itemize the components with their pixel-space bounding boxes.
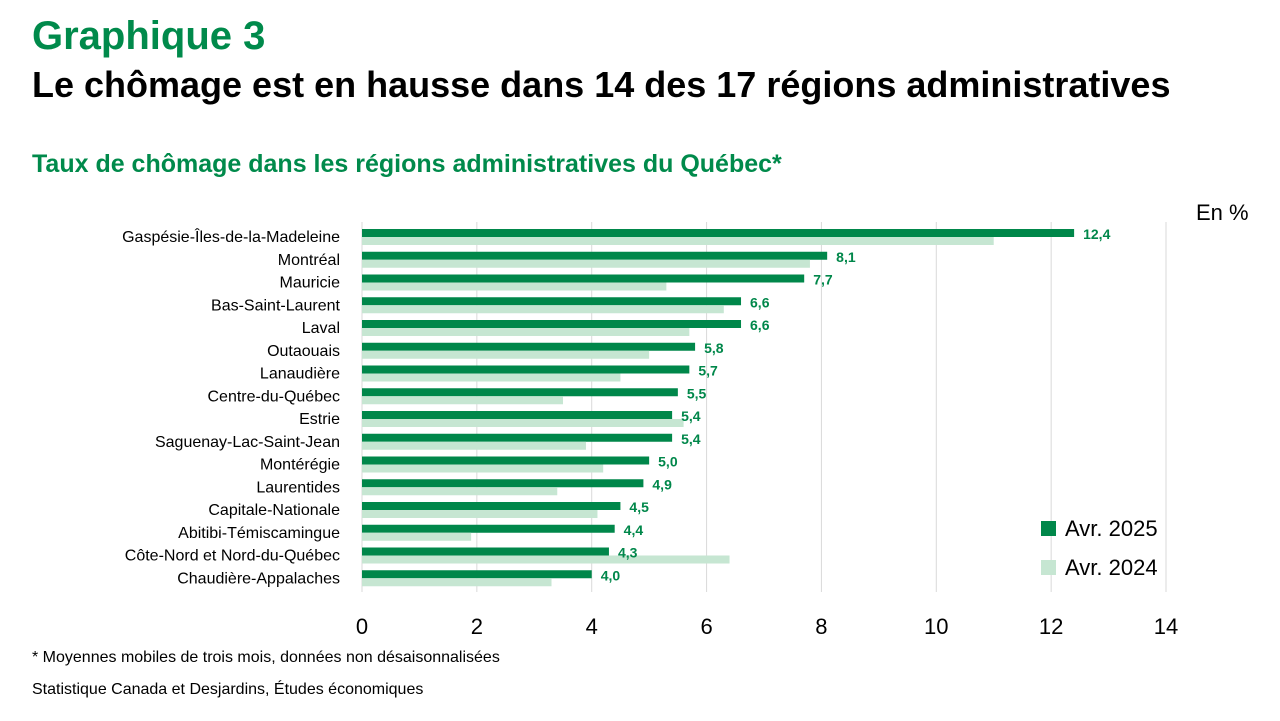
data-label: 4,3 (618, 545, 638, 561)
x-tick-label: 14 (1154, 614, 1178, 639)
bar-2025 (362, 365, 690, 374)
data-label: 6,6 (750, 294, 770, 310)
bar-2024 (362, 328, 690, 336)
bar-2024 (362, 419, 684, 427)
data-label: 4,9 (652, 476, 672, 492)
bar-2025 (362, 433, 673, 442)
category-label: Outaouais (267, 343, 340, 360)
data-label: 8,1 (836, 249, 856, 265)
x-tick-label: 4 (586, 614, 598, 639)
bar-2024 (362, 259, 810, 268)
category-label: Abitibi-Témiscamingue (178, 525, 340, 542)
bar-2025 (362, 547, 609, 556)
data-label: 4,4 (624, 522, 644, 538)
bar-2025 (362, 411, 673, 419)
bar-2024 (362, 396, 563, 405)
data-label: 4,5 (629, 499, 649, 515)
category-label: Montérégie (260, 457, 340, 474)
data-label: 5,8 (704, 340, 724, 356)
bar-2024 (362, 350, 650, 359)
data-label: 12,4 (1083, 226, 1110, 242)
x-tick-label: 0 (356, 614, 368, 639)
legend-swatch-2024 (1041, 560, 1056, 575)
bar-2024 (362, 578, 552, 587)
category-label: Gaspésie-Îles-de-la-Madeleine (122, 227, 340, 246)
x-tick-label: 2 (471, 614, 483, 639)
category-label: Estrie (299, 411, 340, 428)
bar-2025 (362, 502, 621, 510)
data-label: 5,4 (681, 431, 701, 447)
data-label: 5,5 (687, 385, 707, 401)
bar-2025 (362, 297, 742, 306)
data-label: 5,7 (698, 363, 718, 379)
legend-label-2025: Avr. 2025 (1065, 515, 1158, 541)
category-label: Côte-Nord et Nord-du-Québec (125, 548, 340, 565)
graph-label: Graphique 3 (32, 14, 266, 58)
bar-2024 (362, 555, 730, 564)
bar-2025 (362, 320, 742, 328)
page-title: Le chômage est en hausse dans 14 des 17 … (32, 64, 1171, 105)
bar-2025 (362, 456, 650, 465)
chart-title: Taux de chômage dans les régions adminis… (32, 150, 782, 178)
bar-2024 (362, 510, 598, 518)
data-label: 7,7 (813, 272, 833, 288)
x-tick-label: 8 (815, 614, 827, 639)
legend-label-2024: Avr. 2024 (1065, 554, 1158, 580)
legend: Avr. 2025 Avr. 2024 (1041, 509, 1241, 587)
bar-2025 (362, 229, 1075, 237)
bar-2024 (362, 441, 586, 450)
data-label: 4,0 (601, 567, 621, 583)
bar-2025 (362, 251, 828, 260)
category-label: Chaudière-Appalaches (177, 570, 340, 587)
bar-2024 (362, 487, 558, 496)
bar-2025 (362, 479, 644, 488)
bar-2025 (362, 570, 592, 579)
bar-2024 (362, 282, 667, 291)
bar-2025 (362, 388, 678, 397)
legend-item-2025: Avr. 2025 (1041, 509, 1241, 548)
category-label: Bas-Saint-Laurent (211, 297, 341, 314)
category-label: Montréal (278, 252, 340, 269)
category-label: Centre-du-Québec (207, 388, 340, 405)
data-label: 5,4 (681, 408, 701, 424)
x-tick-label: 12 (1039, 614, 1063, 639)
bar-2025 (362, 342, 696, 351)
bar-2024 (362, 464, 604, 473)
bar-2025 (362, 274, 805, 283)
source-note: Statistique Canada et Desjardins, Études… (32, 681, 424, 698)
category-label: Lanaudière (260, 366, 340, 383)
category-label: Capitale-Nationale (208, 502, 340, 519)
footnote: * Moyennes mobiles de trois mois, donnée… (32, 649, 500, 666)
bar-2025 (362, 524, 615, 533)
bar-2024 (362, 237, 994, 245)
category-label: Saguenay-Lac-Saint-Jean (155, 434, 340, 451)
bar-2024 (362, 373, 621, 382)
category-label: Laval (302, 320, 340, 337)
data-label: 6,6 (750, 317, 770, 333)
unit-label: En % (1196, 200, 1249, 225)
data-label: 5,0 (658, 454, 678, 470)
x-tick-label: 6 (700, 614, 712, 639)
legend-item-2024: Avr. 2024 (1041, 548, 1241, 587)
x-tick-label: 10 (924, 614, 948, 639)
bar-2024 (362, 532, 472, 541)
legend-swatch-2025 (1041, 521, 1056, 536)
bar-2024 (362, 305, 724, 314)
category-label: Laurentides (256, 479, 340, 496)
category-label: Mauricie (280, 275, 341, 292)
